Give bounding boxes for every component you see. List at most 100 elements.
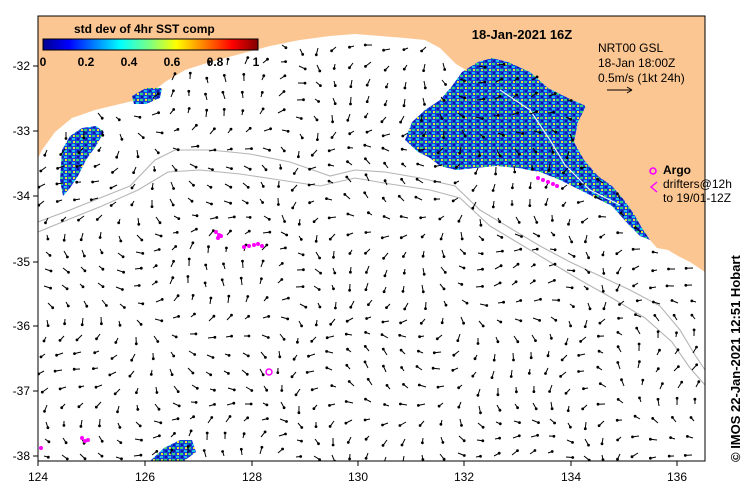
current-vector-head [346,441,350,444]
current-vector-head [318,256,322,260]
current-vector-head [509,375,513,378]
current-vector-head [250,389,254,392]
current-vector-head [55,182,59,186]
current-vector-head [572,305,575,309]
current-vector-head [633,414,637,418]
current-vector-head [420,235,424,239]
current-vector-head [616,438,619,442]
current-vector-head [285,233,289,237]
current-vector-head [695,345,698,349]
current-vector-head [571,441,574,444]
current-vector-head [245,372,249,376]
current-vector-head [697,380,701,384]
current-vector-head [261,107,265,111]
current-vector-head [39,169,43,173]
current-vector-head [292,172,296,175]
current-vector-head [280,262,284,265]
current-vector-head [349,270,352,274]
current-vector-head [93,165,97,168]
current-vector-head [192,415,196,419]
current-vector-head [266,57,269,61]
current-vector-head [291,206,295,210]
current-vector-head [551,150,555,154]
current-vector-head [363,360,367,364]
current-vector-head [483,80,487,84]
current-vector-head [363,345,367,348]
current-vector-head [547,169,551,172]
current-vector-head [97,149,101,152]
current-vector-head [208,60,212,63]
current-vector-head [174,335,178,339]
current-vector-head [569,324,572,328]
current-vector-head [433,197,437,201]
current-vector-head [422,272,426,276]
current-vector-head [347,380,351,383]
current-vector-head [318,305,322,309]
current-vector-head [48,254,52,257]
current-vector-head [299,117,303,120]
current-vector-head [667,267,670,271]
current-vector-head [533,449,537,452]
current-vector-head [516,77,519,80]
current-vector-head [598,382,602,386]
current-vector-head [308,201,312,205]
current-vector-head [363,418,367,422]
current-vector-head [149,373,153,376]
current-vector-head [282,108,286,112]
current-vector-head [177,217,181,221]
current-vector-head [402,271,406,275]
lon-label-128: 128 [242,470,262,484]
current-vector-head [481,238,485,242]
current-vector-head [139,266,143,270]
current-vector-head [141,136,145,140]
current-vector-head [67,270,70,274]
lon-label-136: 136 [667,470,687,484]
current-vector-head [553,279,556,282]
current-vector-head [276,371,280,375]
current-vector-head [690,313,694,317]
current-vector-head [210,416,214,419]
current-vector-head [121,255,125,259]
argo-legend-line-1: drifters@12h [663,177,732,191]
current-vector-head [250,147,253,151]
current-vector-head [501,249,504,253]
current-vector-head [95,218,99,221]
lat-label-35: -35 [13,255,31,269]
current-vector-head [481,324,485,328]
current-vector-head [462,266,466,270]
current-vector-head [528,186,532,190]
current-vector-head [247,229,251,233]
current-vector-head [364,251,367,255]
current-vector-head [247,334,251,338]
current-vector-head [299,455,303,458]
current-vector-head [402,104,406,108]
current-vector-head [158,221,162,225]
current-vector-head [139,323,143,326]
current-vector-head [632,284,635,288]
current-vector-head [669,436,672,440]
current-vector-head [222,74,226,77]
current-vector-head [638,396,641,400]
current-vector-head [500,77,504,81]
current-vector-head [300,136,304,140]
current-vector-head [187,89,191,93]
current-vector-head [572,255,576,258]
current-vector-head [120,457,123,461]
current-vector-head [442,457,446,461]
argo-tracks [39,176,559,450]
current-vector-head [617,316,620,320]
current-vector-head [424,307,427,311]
current-vector-head [400,177,404,181]
current-vector-head [56,167,59,170]
current-vector-head [281,447,285,451]
current-vector-head [516,111,520,115]
current-vector-head [383,463,385,465]
current-vector-head [433,165,437,168]
current-vector-head [498,220,502,224]
current-vector-head [364,65,367,68]
current-vector-head [191,294,195,297]
current-vector-head [159,421,163,425]
current-scale-arrow-icon [607,86,633,94]
current-vector-head [151,357,155,361]
current-vector-head [431,366,435,370]
